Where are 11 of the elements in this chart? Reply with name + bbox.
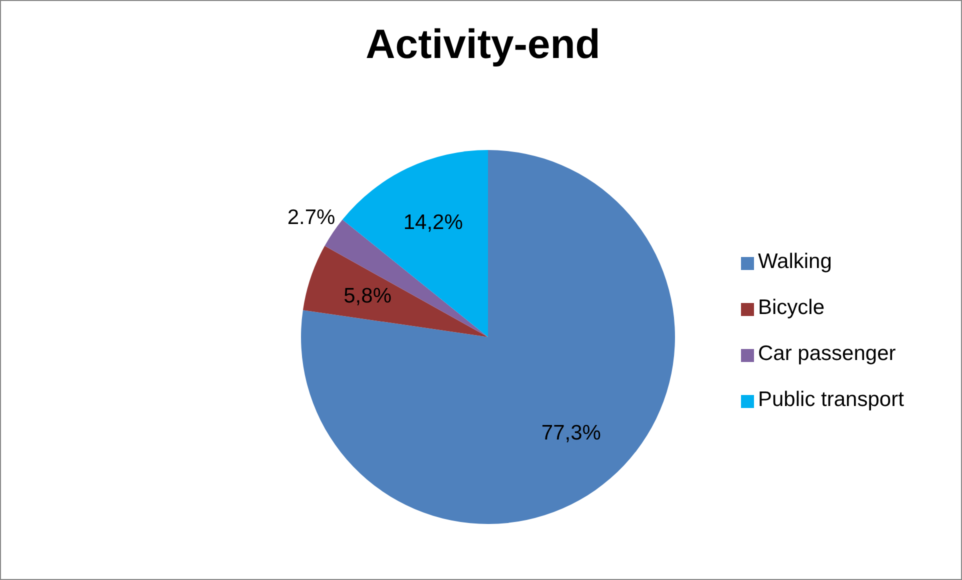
data-label: 2.7% (287, 206, 336, 230)
data-label: 14,2% (403, 210, 463, 234)
chart-title: Activity-end (364, 21, 602, 68)
data-label: 77,3% (541, 422, 601, 445)
data-label: 5,8% (344, 284, 392, 308)
legend-label: Car passenger (758, 342, 896, 365)
pie-slice (302, 246, 488, 337)
legend-label: Bicycle (758, 296, 825, 319)
pie-slice (342, 150, 488, 337)
legend-label: Walking (758, 250, 832, 273)
legend-label: Public transport (758, 388, 904, 411)
